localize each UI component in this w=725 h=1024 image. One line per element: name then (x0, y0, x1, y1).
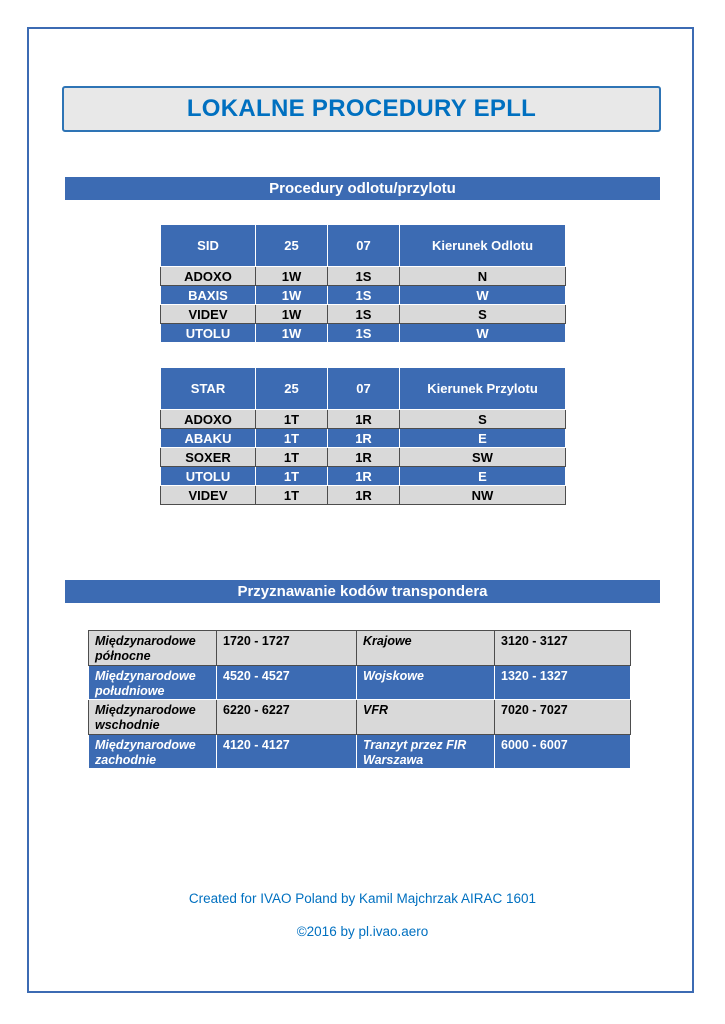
column-header: 07 (327, 224, 400, 267)
table-cell: 1W (255, 304, 328, 324)
column-header: SID (160, 224, 256, 267)
sid-table: SID 25 07 Kierunek Odlotu ADOXO 1W 1S N … (160, 224, 566, 343)
table-cell: VIDEV (160, 485, 256, 505)
table-cell: Międzynarodowe wschodnie (88, 699, 217, 735)
column-header: 25 (255, 224, 328, 267)
table-cell: S (399, 409, 566, 429)
table-row: SOXER 1T 1R SW (160, 447, 566, 467)
table-row: VIDEV 1W 1S S (160, 304, 566, 324)
column-header: 25 (255, 367, 328, 410)
table-cell: Międzynarodowe zachodnie (88, 733, 217, 769)
table-cell: ADOXO (160, 409, 256, 429)
table-cell: 1T (255, 409, 328, 429)
table-cell: E (399, 428, 566, 448)
table-cell: 1S (327, 285, 400, 305)
table-cell: 6000 - 6007 (494, 733, 631, 769)
table-row: BAXIS 1W 1S W (160, 285, 566, 305)
table-cell: 4120 - 4127 (216, 733, 357, 769)
table-cell: ABAKU (160, 428, 256, 448)
table-cell: Tranzyt przez FIR Warszawa (356, 733, 495, 769)
table-row: VIDEV 1T 1R NW (160, 485, 566, 505)
page-title: LOKALNE PROCEDURY EPLL (186, 95, 537, 122)
table-cell: S (399, 304, 566, 324)
star-table: STAR 25 07 Kierunek Przylotu ADOXO 1T 1R… (160, 367, 566, 505)
table-cell: 1720 - 1727 (216, 630, 357, 666)
table-cell: N (399, 266, 566, 286)
transponder-table: Międzynarodowe północne 1720 - 1727 Kraj… (88, 630, 631, 769)
table-cell: VIDEV (160, 304, 256, 324)
table-cell: Międzynarodowe północne (88, 630, 217, 666)
table-cell: Międzynarodowe południowe (88, 664, 217, 700)
table-cell: W (399, 323, 566, 343)
table-cell: 6220 - 6227 (216, 699, 357, 735)
table-cell: 1R (327, 485, 400, 505)
table-header-row: STAR 25 07 Kierunek Przylotu (160, 367, 566, 410)
table-row: Międzynarodowe zachodnie 4120 - 4127 Tra… (88, 733, 631, 769)
table-cell: 1W (255, 266, 328, 286)
footer-copyright: ©2016 by pl.ivao.aero (296, 924, 429, 939)
table-cell: Wojskowe (356, 664, 495, 700)
column-header: Kierunek Odlotu (399, 224, 566, 267)
table-cell: 4520 - 4527 (216, 664, 357, 700)
table-cell: W (399, 285, 566, 305)
column-header: STAR (160, 367, 256, 410)
table-header-row: SID 25 07 Kierunek Odlotu (160, 224, 566, 267)
column-header: Kierunek Przylotu (399, 367, 566, 410)
table-cell: 1320 - 1327 (494, 664, 631, 700)
table-cell: 1T (255, 485, 328, 505)
table-cell: 1S (327, 323, 400, 343)
page-border (27, 27, 694, 993)
table-row: ADOXO 1W 1S N (160, 266, 566, 286)
table-row: Międzynarodowe wschodnie 6220 - 6227 VFR… (88, 699, 631, 735)
table-cell: 7020 - 7027 (494, 699, 631, 735)
table-cell: 1W (255, 323, 328, 343)
table-row: ABAKU 1T 1R E (160, 428, 566, 448)
table-cell: 1R (327, 466, 400, 486)
table-cell: ADOXO (160, 266, 256, 286)
footer-credit: Created for IVAO Poland by Kamil Majchrz… (188, 891, 537, 906)
section-heading-text: Procedury odlotu/przylotu (269, 180, 456, 197)
table-cell: Krajowe (356, 630, 495, 666)
table-row: UTOLU 1W 1S W (160, 323, 566, 343)
table-cell: 1T (255, 428, 328, 448)
table-row: Międzynarodowe północne 1720 - 1727 Kraj… (88, 630, 631, 666)
table-cell: 1R (327, 409, 400, 429)
table-cell: UTOLU (160, 323, 256, 343)
section-heading-text: Przyznawanie kodów transpondera (237, 583, 488, 600)
section-header-transponder: Przyznawanie kodów transpondera (65, 580, 660, 603)
table-cell: 1W (255, 285, 328, 305)
table-cell: 1R (327, 428, 400, 448)
table-cell: 1S (327, 266, 400, 286)
section-header-procedures: Procedury odlotu/przylotu (65, 177, 660, 200)
table-cell: 3120 - 3127 (494, 630, 631, 666)
table-cell: VFR (356, 699, 495, 735)
table-cell: UTOLU (160, 466, 256, 486)
table-row: UTOLU 1T 1R E (160, 466, 566, 486)
title-box: LOKALNE PROCEDURY EPLL (62, 86, 661, 132)
table-cell: 1R (327, 447, 400, 467)
table-cell: SW (399, 447, 566, 467)
table-cell: 1S (327, 304, 400, 324)
table-cell: BAXIS (160, 285, 256, 305)
table-cell: E (399, 466, 566, 486)
table-row: ADOXO 1T 1R S (160, 409, 566, 429)
table-cell: SOXER (160, 447, 256, 467)
table-cell: 1T (255, 466, 328, 486)
column-header: 07 (327, 367, 400, 410)
table-cell: NW (399, 485, 566, 505)
table-row: Międzynarodowe południowe 4520 - 4527 Wo… (88, 664, 631, 700)
table-cell: 1T (255, 447, 328, 467)
